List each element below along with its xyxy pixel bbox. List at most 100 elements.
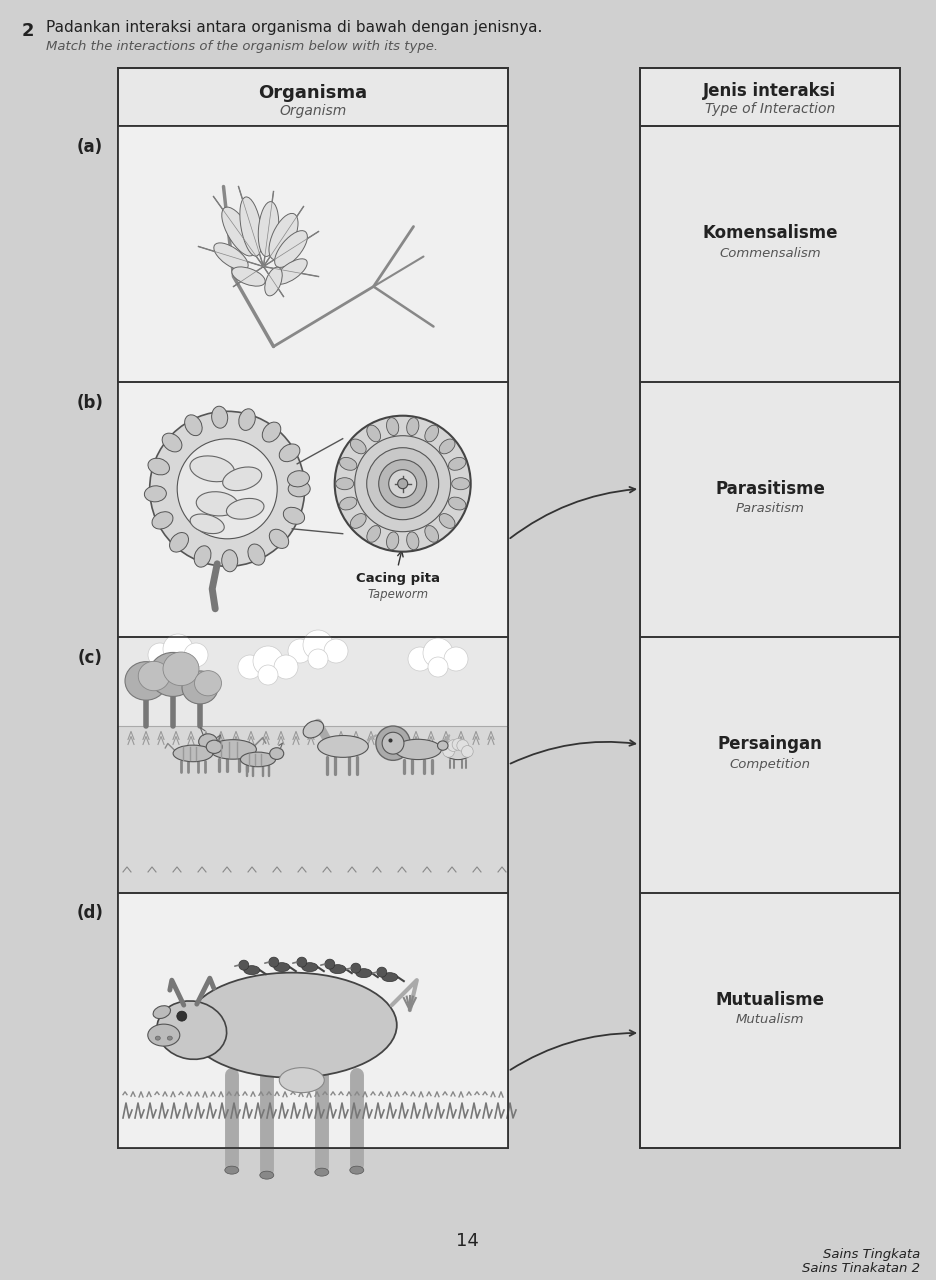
Circle shape bbox=[324, 639, 347, 663]
Bar bbox=[118, 637, 507, 727]
Bar bbox=[639, 68, 899, 125]
Text: Type of Interaction: Type of Interaction bbox=[704, 102, 834, 116]
Ellipse shape bbox=[196, 492, 238, 516]
Ellipse shape bbox=[173, 745, 212, 762]
Ellipse shape bbox=[240, 197, 262, 256]
Ellipse shape bbox=[314, 1169, 329, 1176]
Ellipse shape bbox=[274, 259, 307, 284]
Ellipse shape bbox=[241, 753, 275, 767]
Circle shape bbox=[375, 726, 410, 760]
Text: Commensalism: Commensalism bbox=[719, 247, 820, 260]
Ellipse shape bbox=[444, 744, 472, 759]
Ellipse shape bbox=[270, 748, 284, 759]
Ellipse shape bbox=[212, 406, 227, 429]
Text: Organisma: Organisma bbox=[258, 84, 367, 102]
Ellipse shape bbox=[258, 202, 278, 256]
Circle shape bbox=[308, 649, 328, 669]
Ellipse shape bbox=[222, 207, 255, 256]
Ellipse shape bbox=[265, 268, 282, 296]
Circle shape bbox=[168, 653, 188, 673]
Ellipse shape bbox=[177, 439, 277, 539]
Text: (d): (d) bbox=[77, 905, 103, 923]
Circle shape bbox=[443, 745, 454, 758]
Circle shape bbox=[452, 739, 463, 750]
Ellipse shape bbox=[162, 433, 182, 452]
Circle shape bbox=[334, 416, 470, 552]
Ellipse shape bbox=[406, 532, 418, 549]
Ellipse shape bbox=[439, 513, 455, 529]
Ellipse shape bbox=[148, 458, 169, 475]
Bar bbox=[118, 68, 507, 125]
Ellipse shape bbox=[243, 965, 259, 974]
Ellipse shape bbox=[273, 963, 289, 972]
Circle shape bbox=[461, 745, 473, 758]
Text: 14: 14 bbox=[455, 1231, 478, 1251]
Text: Mutualisme: Mutualisme bbox=[715, 991, 824, 1009]
Ellipse shape bbox=[350, 513, 366, 529]
Ellipse shape bbox=[381, 973, 398, 982]
Ellipse shape bbox=[186, 973, 396, 1078]
Text: Parasitisme: Parasitisme bbox=[714, 480, 824, 498]
Circle shape bbox=[382, 732, 403, 754]
Ellipse shape bbox=[144, 486, 167, 502]
Circle shape bbox=[444, 646, 467, 671]
Ellipse shape bbox=[210, 740, 256, 759]
Bar bbox=[118, 727, 507, 892]
Ellipse shape bbox=[303, 721, 323, 739]
Ellipse shape bbox=[366, 425, 380, 442]
Ellipse shape bbox=[169, 532, 188, 552]
Ellipse shape bbox=[198, 733, 217, 749]
Circle shape bbox=[378, 460, 426, 508]
Ellipse shape bbox=[182, 671, 218, 704]
Ellipse shape bbox=[153, 1006, 170, 1019]
Circle shape bbox=[457, 740, 468, 751]
Circle shape bbox=[366, 448, 438, 520]
Text: (b): (b) bbox=[77, 393, 103, 411]
Text: Organism: Organism bbox=[279, 104, 346, 118]
Ellipse shape bbox=[387, 417, 399, 435]
Circle shape bbox=[428, 657, 447, 677]
Text: 2: 2 bbox=[22, 22, 35, 40]
Ellipse shape bbox=[206, 740, 222, 754]
Ellipse shape bbox=[259, 1171, 273, 1179]
Ellipse shape bbox=[195, 671, 221, 696]
Circle shape bbox=[397, 479, 407, 489]
Text: Mutualism: Mutualism bbox=[735, 1014, 803, 1027]
Bar bbox=[118, 637, 507, 892]
Circle shape bbox=[273, 655, 298, 678]
Ellipse shape bbox=[227, 498, 264, 520]
Circle shape bbox=[253, 646, 283, 676]
Ellipse shape bbox=[139, 662, 169, 691]
Bar bbox=[118, 68, 507, 1148]
Text: (a): (a) bbox=[77, 138, 103, 156]
Ellipse shape bbox=[394, 740, 441, 759]
Ellipse shape bbox=[283, 507, 304, 525]
Ellipse shape bbox=[339, 457, 357, 470]
Circle shape bbox=[325, 959, 334, 969]
Ellipse shape bbox=[124, 662, 167, 700]
Ellipse shape bbox=[301, 963, 317, 972]
Circle shape bbox=[238, 655, 262, 678]
Circle shape bbox=[239, 960, 249, 970]
Text: Komensalisme: Komensalisme bbox=[701, 224, 837, 242]
Text: Match the interactions of the organism below with its type.: Match the interactions of the organism b… bbox=[46, 40, 438, 52]
Ellipse shape bbox=[356, 969, 372, 978]
Ellipse shape bbox=[349, 1166, 363, 1174]
Text: Parasitism: Parasitism bbox=[735, 502, 804, 516]
Ellipse shape bbox=[239, 408, 255, 430]
Ellipse shape bbox=[366, 526, 380, 543]
Bar bbox=[639, 68, 899, 1148]
Ellipse shape bbox=[184, 415, 202, 435]
Ellipse shape bbox=[437, 741, 447, 750]
Ellipse shape bbox=[148, 1024, 180, 1046]
Text: Sains Tingkata: Sains Tingkata bbox=[822, 1248, 919, 1261]
Ellipse shape bbox=[269, 529, 288, 548]
Circle shape bbox=[302, 630, 332, 660]
Ellipse shape bbox=[248, 544, 265, 566]
Circle shape bbox=[407, 646, 431, 671]
Ellipse shape bbox=[451, 477, 469, 490]
Ellipse shape bbox=[448, 497, 465, 509]
Ellipse shape bbox=[288, 481, 310, 497]
Ellipse shape bbox=[279, 1068, 324, 1093]
Circle shape bbox=[177, 1011, 186, 1021]
